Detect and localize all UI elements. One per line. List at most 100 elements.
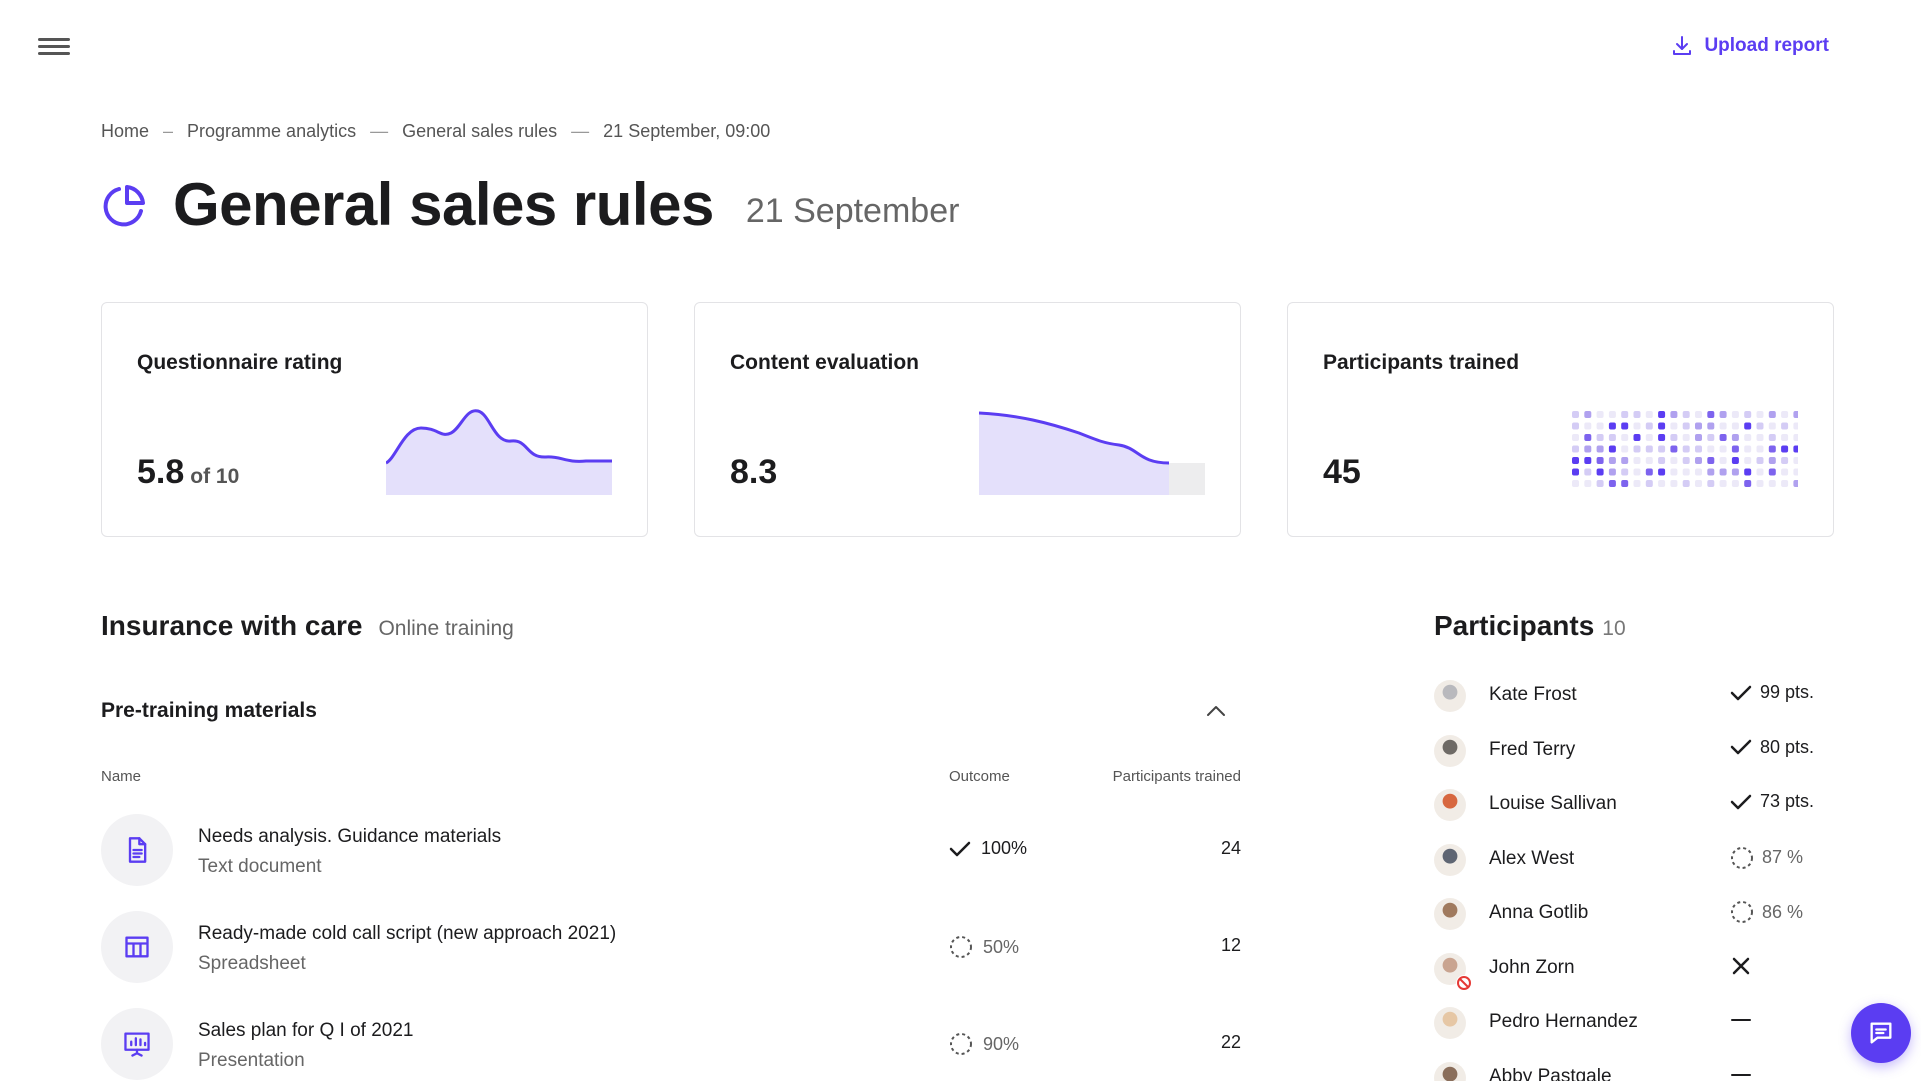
participant-row[interactable]: Kate Frost 99 pts. <box>1434 680 1832 735</box>
dot-cell <box>1793 445 1798 453</box>
card-title: Questionnaire rating <box>137 351 343 374</box>
table-row[interactable]: Needs analysis. Guidance materials Text … <box>101 814 1241 911</box>
breadcrumb-separator: – <box>163 121 174 141</box>
content-evaluation-card: Content evaluation 8.3 <box>694 302 1241 537</box>
chat-icon <box>1870 1022 1892 1044</box>
breadcrumb-general-sales-rules[interactable]: General sales rules <box>402 121 558 141</box>
dot-cell <box>1768 422 1776 430</box>
dot-cell <box>1695 468 1702 476</box>
material-trained-count: 12 <box>1220 935 1241 955</box>
dot-cell <box>1719 411 1727 418</box>
material-outcome: 50% <box>949 935 1019 959</box>
participant-name: Kate Frost <box>1489 684 1577 705</box>
material-name: Needs analysis. Guidance materials <box>198 826 502 847</box>
dot-cell <box>1793 411 1798 418</box>
participant-row[interactable]: Fred Terry 80 pts. <box>1434 734 1832 790</box>
dot-cell <box>1633 480 1641 487</box>
dot-cell <box>1670 411 1678 418</box>
cross-icon <box>1732 957 1750 974</box>
participant-row[interactable]: Abby Pastgale <box>1434 1061 1832 1081</box>
upload-report-button[interactable]: Upload report <box>1670 34 1829 58</box>
dot-cell <box>1645 411 1653 418</box>
material-icon-wrap <box>101 911 173 983</box>
dot-cell <box>1756 457 1764 464</box>
participant-row[interactable]: Alex West 87 % <box>1434 843 1832 899</box>
avatar <box>1434 734 1466 767</box>
table-row[interactable]: Sales plan for Q I of 2021 Presentation … <box>101 1008 1241 1081</box>
pie-chart-icon <box>103 184 145 226</box>
dot-cell <box>1731 434 1739 441</box>
dot-cell <box>1670 434 1678 441</box>
rating-sparkline <box>386 409 612 495</box>
dot-cell <box>1584 411 1592 418</box>
dot-cell <box>1719 457 1727 464</box>
dot-cell <box>1793 480 1798 487</box>
participant-status <box>1730 955 1752 977</box>
dot-cell <box>1744 457 1752 464</box>
dot-cell <box>1621 434 1629 441</box>
breadcrumb-home[interactable]: Home <box>101 121 150 141</box>
dot-cell <box>1670 422 1678 430</box>
materials-list: Needs analysis. Guidance materials Text … <box>101 814 1241 1081</box>
dot-cell <box>1682 422 1690 430</box>
avatar-image <box>1434 1061 1466 1081</box>
dot-cell <box>1633 445 1641 453</box>
column-outcome: Outcome <box>949 768 1010 785</box>
progress-pending-icon <box>950 1033 972 1055</box>
table-row[interactable]: Ready-made cold call script (new approac… <box>101 911 1241 1008</box>
participant-row[interactable]: Louise Sallivan 73 pts. <box>1434 789 1832 844</box>
dot-cell <box>1658 468 1666 476</box>
breadcrumb-programme-analytics[interactable]: Programme analytics <box>187 121 357 141</box>
dot-cell <box>1682 468 1690 476</box>
dot-cell <box>1572 457 1579 464</box>
dot-cell <box>1584 457 1592 464</box>
questionnaire-rating-card: Questionnaire rating 5.8 of 10 <box>101 302 648 537</box>
material-type: Text document <box>198 856 322 877</box>
participant-row[interactable]: John Zorn <box>1434 952 1832 1008</box>
dot-cell <box>1584 434 1592 441</box>
dot-cell <box>1645 422 1653 430</box>
dot-cell <box>1695 480 1702 487</box>
material-icon-wrap <box>101 1008 173 1080</box>
dot-cell <box>1731 445 1739 453</box>
dot-cell <box>1645 434 1653 441</box>
hamburger-menu-icon[interactable] <box>38 34 70 62</box>
participant-name: Alex West <box>1489 847 1575 869</box>
dot-cell <box>1793 468 1798 476</box>
collapse-button[interactable] <box>1201 696 1231 726</box>
participants-trained-card: Participants trained 45 <box>1287 302 1834 537</box>
presentation-icon <box>124 1032 150 1057</box>
download-icon <box>1673 36 1692 55</box>
material-trained-count: 24 <box>1220 838 1241 858</box>
dot-cell <box>1633 411 1641 418</box>
dot-cell <box>1756 480 1764 487</box>
dot-cell <box>1744 422 1752 430</box>
dot-cell <box>1768 411 1776 418</box>
dot-cell <box>1682 480 1690 487</box>
participant-score: 99 pts. <box>1760 682 1815 702</box>
dot-cell <box>1731 457 1739 464</box>
participants-heading: Participants <box>1434 610 1595 641</box>
chat-button[interactable] <box>1851 1003 1911 1063</box>
dot-cell <box>1793 422 1798 430</box>
material-outcome: 90% <box>949 1032 1019 1056</box>
dot-cell <box>1781 457 1789 464</box>
dot-cell <box>1572 445 1579 453</box>
dot-cell <box>1719 422 1727 430</box>
dot-cell <box>1707 434 1715 441</box>
dot-cell <box>1608 434 1616 441</box>
dot-cell <box>1744 411 1752 418</box>
dot-cell <box>1645 457 1653 464</box>
participant-row[interactable]: Anna Gotlib 86 % <box>1434 898 1832 953</box>
material-type: Spreadsheet <box>198 953 306 974</box>
dot-cell <box>1658 480 1666 487</box>
dot-cell <box>1670 468 1678 476</box>
dot-cell <box>1744 445 1752 453</box>
dot-cell <box>1781 480 1789 487</box>
dot-cell <box>1596 468 1604 476</box>
dot-cell <box>1596 411 1604 418</box>
participant-score: 87 % <box>1762 847 1804 867</box>
check-icon <box>1730 685 1752 700</box>
dash-icon <box>1731 1073 1751 1076</box>
participant-row[interactable]: Pedro Hernandez <box>1434 1007 1832 1062</box>
